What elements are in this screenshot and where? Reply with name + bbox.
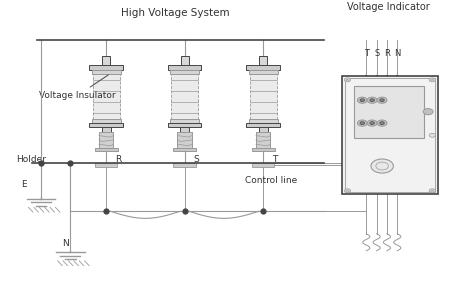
Bar <box>95 164 117 167</box>
Bar <box>259 127 268 132</box>
Bar <box>168 123 202 127</box>
Circle shape <box>357 120 367 126</box>
Circle shape <box>370 122 374 124</box>
Bar <box>252 148 274 151</box>
Circle shape <box>370 99 374 102</box>
Circle shape <box>423 109 433 115</box>
Text: Voltage Insulator: Voltage Insulator <box>39 75 115 101</box>
Bar <box>246 123 280 127</box>
Bar <box>168 65 202 70</box>
Circle shape <box>429 133 436 137</box>
Text: Voltage Indicator: Voltage Indicator <box>347 2 430 12</box>
Bar <box>102 127 111 132</box>
Text: Holder: Holder <box>16 155 46 164</box>
Circle shape <box>429 78 436 82</box>
Bar <box>180 56 189 65</box>
Circle shape <box>371 159 393 173</box>
Bar <box>91 70 121 74</box>
Bar <box>89 123 123 127</box>
Bar <box>173 164 196 167</box>
Circle shape <box>344 78 351 82</box>
Text: Control line: Control line <box>245 176 297 185</box>
Bar <box>252 164 274 167</box>
Bar <box>102 56 110 65</box>
Bar <box>89 65 123 70</box>
Text: T: T <box>364 49 369 58</box>
Circle shape <box>357 97 367 103</box>
Bar <box>248 119 278 123</box>
Circle shape <box>344 189 351 193</box>
Circle shape <box>377 97 387 103</box>
Circle shape <box>380 99 384 102</box>
Bar <box>99 132 113 148</box>
Bar <box>342 76 438 194</box>
Bar <box>256 132 270 148</box>
Text: N: N <box>63 239 69 248</box>
Circle shape <box>380 122 384 124</box>
Text: High Voltage System: High Voltage System <box>122 8 230 18</box>
Text: E: E <box>21 180 27 189</box>
Bar <box>180 127 189 132</box>
Bar <box>259 56 267 65</box>
Circle shape <box>367 97 377 103</box>
Bar <box>246 65 280 70</box>
Bar <box>93 74 120 119</box>
Bar <box>345 78 435 192</box>
Bar <box>173 148 196 151</box>
Bar <box>250 74 277 119</box>
Text: S: S <box>374 49 379 58</box>
Circle shape <box>360 122 364 124</box>
Text: S: S <box>194 155 199 164</box>
Circle shape <box>367 120 377 126</box>
Bar <box>91 119 121 123</box>
Circle shape <box>429 189 436 193</box>
Bar <box>94 148 117 151</box>
Bar <box>171 74 198 119</box>
Circle shape <box>377 120 387 126</box>
Bar <box>177 132 192 148</box>
Text: R: R <box>384 49 390 58</box>
Bar <box>354 86 423 138</box>
Text: T: T <box>272 155 278 164</box>
Bar <box>248 70 278 74</box>
Text: R: R <box>115 155 122 164</box>
Bar <box>170 70 199 74</box>
Text: N: N <box>394 49 400 58</box>
Bar <box>170 119 199 123</box>
Circle shape <box>360 99 364 102</box>
